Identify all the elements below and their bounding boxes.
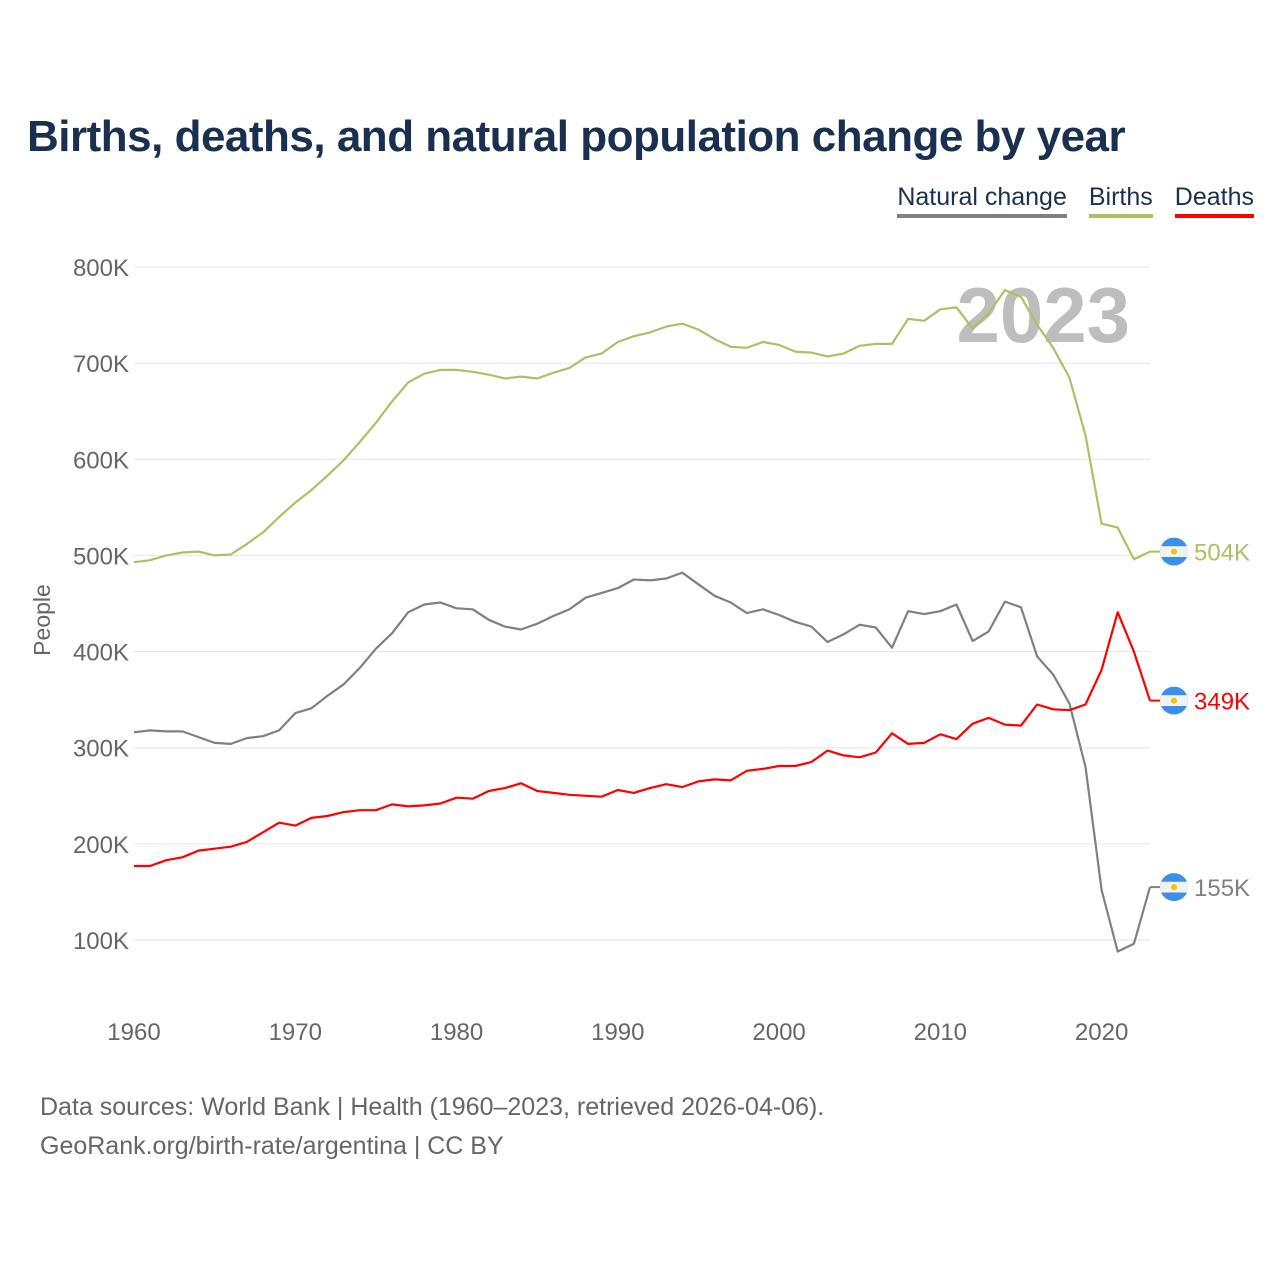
argentina-flag-icon [1160, 873, 1188, 902]
argentina-flag-icon [1160, 537, 1188, 566]
legend-deaths[interactable]: Deaths [1174, 183, 1254, 218]
y-axis-label: People [29, 584, 55, 656]
end-value-label: 155K [1194, 875, 1250, 902]
y-tick-label: 800K [73, 255, 129, 282]
y-tick-label: 200K [73, 832, 129, 859]
source-line-2[interactable]: GeoRank.org/birth-rate/argentina | CC BY [40, 1132, 504, 1160]
x-tick-label: 2000 [752, 1019, 805, 1046]
x-tick-label: 2020 [1075, 1019, 1128, 1046]
y-tick-label: 700K [73, 351, 129, 378]
chart-title: Births, deaths, and natural population c… [27, 112, 1126, 161]
y-tick-label: 300K [73, 736, 129, 763]
x-tick-label: 1990 [591, 1019, 644, 1046]
series-line-natural-change [133, 571, 1152, 953]
end-value-label: 504K [1194, 540, 1250, 567]
year-watermark: 2023 [956, 271, 1130, 359]
legend-births[interactable]: Births [1088, 183, 1153, 218]
y-tick-label: 600K [73, 447, 129, 474]
y-tick-label: 100K [73, 928, 129, 955]
x-tick-label: 1980 [430, 1019, 483, 1046]
y-tick-label: 500K [73, 543, 129, 570]
series-line-births [133, 289, 1151, 564]
source-note: Data sources: World Bank | Health (1960–… [40, 1088, 824, 1166]
x-tick-label: 2010 [914, 1019, 967, 1046]
x-tick-label: 1970 [269, 1019, 322, 1046]
legend: Natural change Births Deaths [897, 183, 1254, 218]
y-tick-label: 400K [73, 640, 129, 667]
x-tick-label: 1960 [107, 1019, 160, 1046]
series-line-deaths [134, 611, 1152, 868]
end-value-label: 349K [1194, 689, 1250, 716]
source-line-1: Data sources: World Bank | Health (1960–… [40, 1093, 825, 1121]
legend-natural-change[interactable]: Natural change [897, 183, 1067, 218]
argentina-flag-icon [1160, 686, 1188, 715]
